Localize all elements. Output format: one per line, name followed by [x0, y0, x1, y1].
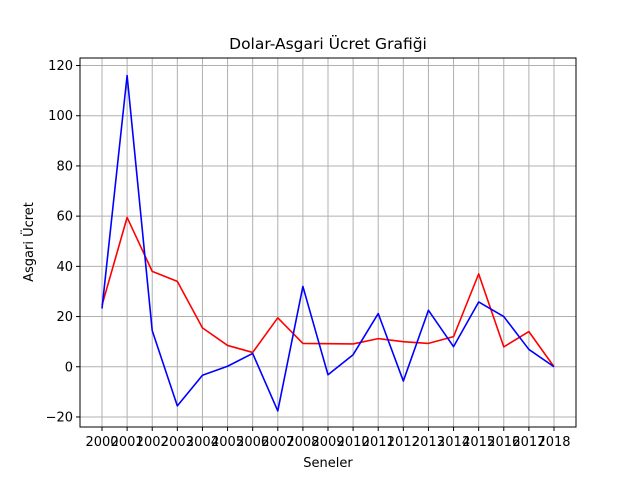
x-axis-label: Seneler: [303, 456, 353, 471]
x-axis: 2000200120022003200420052006200720082009…: [85, 427, 571, 450]
x-tick-label: 2011: [362, 435, 395, 450]
x-tick-label: 2001: [111, 435, 144, 450]
y-tick-label: 20: [56, 310, 73, 325]
series-line-2: [101, 74, 555, 412]
x-tick-label: 2009: [311, 435, 344, 450]
x-tick-label: 2008: [286, 435, 319, 450]
x-tick-label: 2006: [236, 435, 269, 450]
x-tick-label: 2003: [161, 435, 194, 450]
x-tick-label: 2010: [337, 435, 370, 450]
series-layer: [101, 74, 555, 412]
y-axis: −20 0 20 40 60 80 100 120: [46, 59, 80, 425]
y-axis-label: Asgari Ücret: [20, 202, 37, 282]
y-tick-label: 60: [56, 210, 73, 225]
series-line-1: [101, 216, 555, 368]
y-tick-label: 120: [48, 59, 73, 74]
x-tick-label: 2013: [412, 435, 445, 450]
x-tick-label: 2005: [211, 435, 244, 450]
chart-title: Dolar-Asgari Ücret Grafiği: [229, 34, 427, 53]
y-tick-label: 100: [48, 109, 73, 124]
x-tick-label: 2015: [462, 435, 495, 450]
x-tick-label: 2017: [512, 435, 545, 450]
x-tick-label: 2007: [261, 435, 294, 450]
x-tick-label: 2016: [487, 435, 520, 450]
x-tick-label: 2014: [437, 435, 470, 450]
x-tick-label: 2018: [537, 435, 570, 450]
y-tick-label: 80: [56, 159, 73, 174]
y-tick-label: 0: [65, 360, 73, 375]
x-tick-label: 2002: [136, 435, 169, 450]
x-tick-label: 2004: [186, 435, 219, 450]
grid: [80, 58, 576, 427]
y-tick-label: 40: [56, 260, 73, 275]
x-tick-label: 2000: [85, 435, 118, 450]
x-tick-label: 2012: [387, 435, 420, 450]
y-tick-label: −20: [46, 410, 73, 425]
